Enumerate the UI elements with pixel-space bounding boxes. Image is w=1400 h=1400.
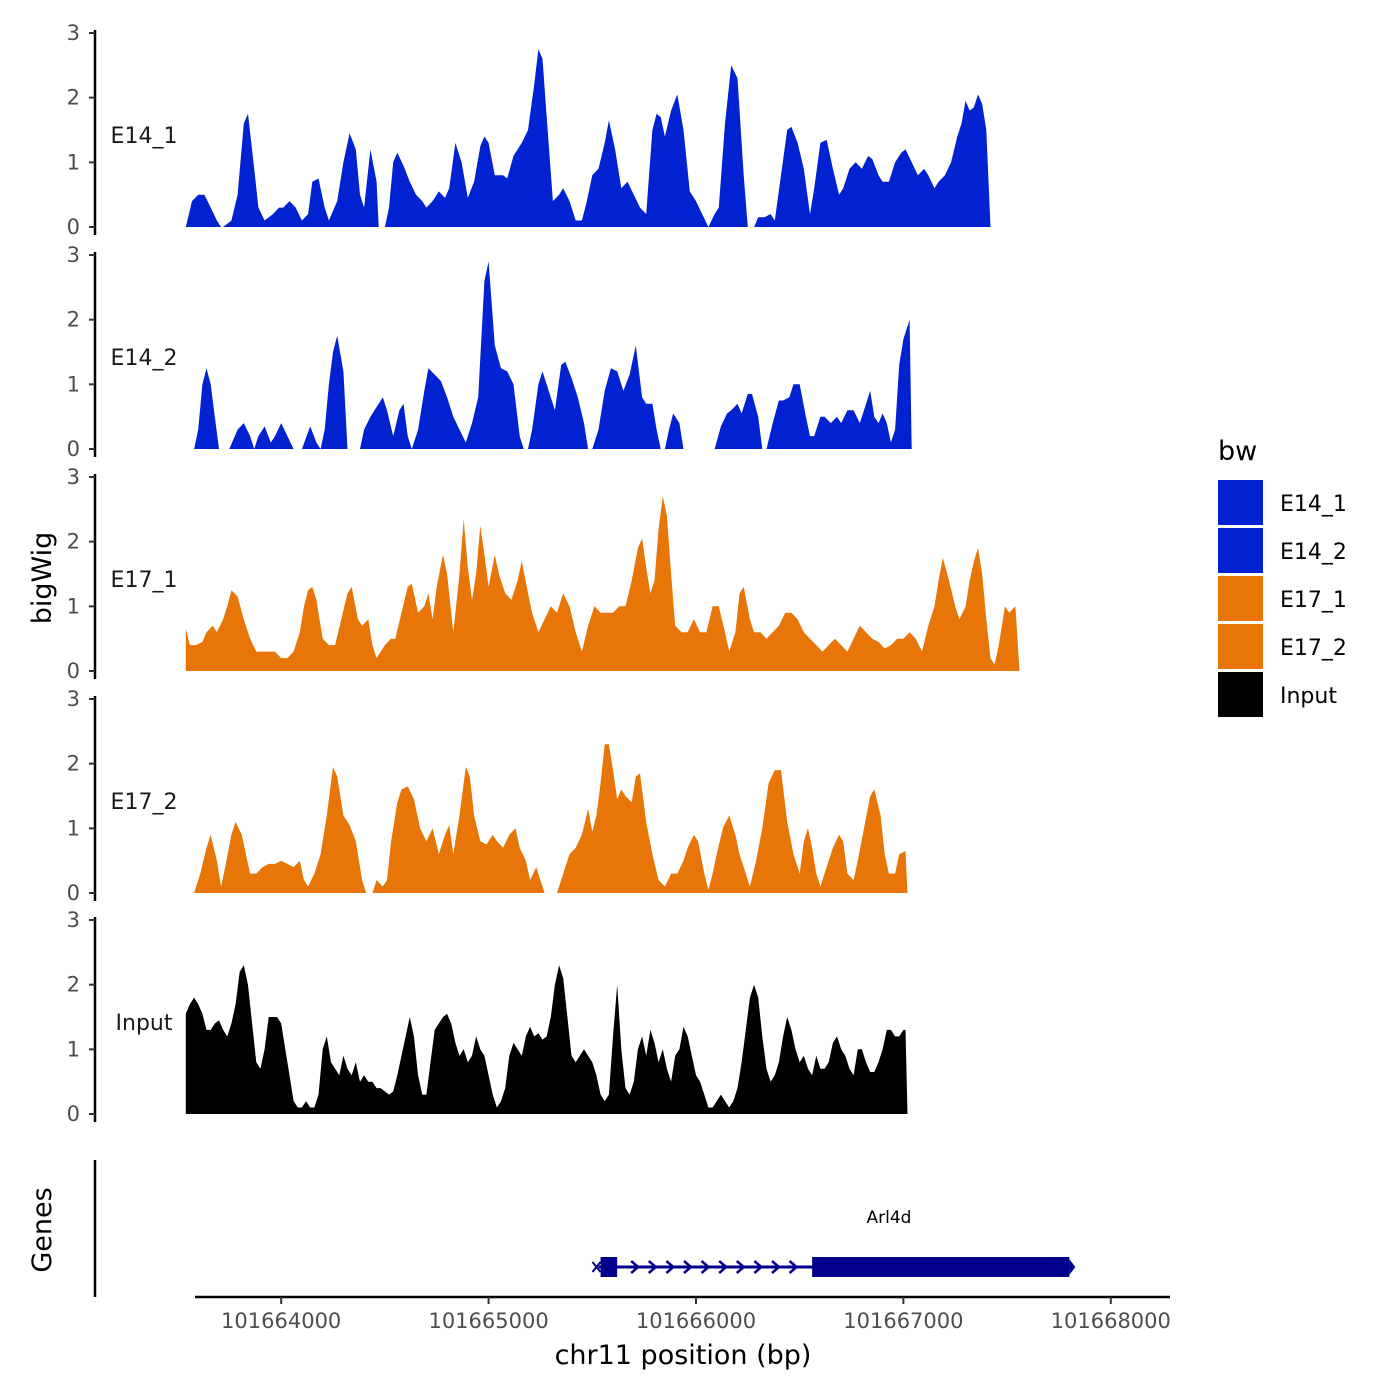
legend-swatch-e17-2 (1218, 624, 1263, 669)
y-tick-label-e17-1-2: 2 (67, 530, 80, 554)
x-tick-label-101668000: 101668000 (1051, 1309, 1171, 1333)
legend-label-input: Input (1280, 684, 1337, 709)
gene-strand-chevron (735, 1260, 746, 1274)
gene-strand-chevron (753, 1260, 764, 1274)
legend-label-e14-1: E14_1 (1280, 492, 1347, 517)
y-tick-label-e17-1-1: 1 (67, 594, 80, 618)
legend-swatch-e14-2 (1218, 528, 1263, 573)
y-tick-label-e14-2-1: 1 (67, 372, 80, 396)
legend: bw E14_1 E14_2 E17_1 E17_2 Input (1218, 436, 1347, 717)
legend-label-e14-2: E14_2 (1280, 540, 1347, 565)
genes-axis-title: Genes (27, 1187, 58, 1272)
track-label-e17-2: E17_2 (111, 790, 178, 815)
y-tick-label-e17-2-3: 3 (67, 687, 80, 711)
x-tick-label-101665000: 101665000 (428, 1309, 548, 1333)
y-tick-label-e14-1-0: 0 (67, 215, 80, 239)
gene-strand-chevron (788, 1260, 799, 1274)
y-tick-label-input-1: 1 (67, 1037, 80, 1061)
x-axis: 101664000 101665000 101666000 101667000 1016… (195, 1295, 1171, 1333)
track-label-e14-2: E14_2 (111, 346, 178, 371)
track-area-e14-1 (185, 49, 991, 228)
gene-start-marker (591, 1261, 602, 1273)
x-tick-label-101664000: 101664000 (221, 1309, 341, 1333)
track-area-e14-2 (194, 261, 912, 449)
legend-swatch-e17-1 (1218, 576, 1263, 621)
y-tick-label-e14-2-2: 2 (67, 308, 80, 332)
legend-swatch-input (1218, 672, 1263, 717)
gene-exon-2 (812, 1257, 1070, 1277)
y-tick-label-e14-2-0: 0 (67, 437, 80, 461)
track-area-input (185, 965, 908, 1114)
gene-exon-1 (600, 1257, 618, 1277)
y-tick-label-input-2: 2 (67, 973, 80, 997)
track-label-e14-1: E14_1 (111, 124, 178, 149)
x-tick-label-101666000: 101666000 (636, 1309, 756, 1333)
y-tick-label-e14-1-1: 1 (67, 150, 80, 174)
y-tick-label-e14-1-2: 2 (67, 86, 80, 110)
gene-strand-chevron (630, 1260, 641, 1274)
x-axis-title: chr11 position (bp) (555, 1340, 812, 1371)
y-axis-title: bigWig (27, 532, 58, 625)
y-tick-label-e17-1-3: 3 (67, 465, 80, 489)
track-label-input: Input (116, 1011, 173, 1036)
y-tick-label-e17-1-0: 0 (67, 659, 80, 683)
gene-strand-chevron (665, 1260, 676, 1274)
y-tick-label-e17-2-1: 1 (67, 816, 80, 840)
legend-label-e17-1: E17_1 (1280, 588, 1347, 613)
y-tick-label-e14-2-3: 3 (67, 243, 80, 267)
y-tick-label-input-3: 3 (67, 908, 80, 932)
x-tick-label-101667000: 101667000 (843, 1309, 963, 1333)
gene-strand-chevron (683, 1260, 693, 1274)
y-tick-label-e14-1-3: 3 (67, 21, 80, 45)
y-axes: 0 1 2 3 E14_1 0 1 2 3 E14_2 0 1 2 3 E17_1 0 1 2 3 E17_2 0 1 2 3… (67, 21, 178, 1126)
y-tick-label-input-0: 0 (67, 1102, 80, 1126)
track-label-e17-1: E17_1 (111, 568, 178, 593)
y-tick-label-e17-2-0: 0 (67, 881, 80, 905)
gene-strand-chevron (718, 1260, 729, 1274)
track-area-e17-2 (194, 744, 908, 893)
legend-swatch-e14-1 (1218, 480, 1263, 525)
legend-label-e17-2: E17_2 (1280, 636, 1347, 661)
gene-label: Arl4d (867, 1208, 912, 1228)
genes-track: Arl4d (93, 1160, 1076, 1297)
legend-title: bw (1218, 436, 1257, 467)
gene-strand-chevron (700, 1260, 711, 1274)
gene-end-marker (1069, 1259, 1076, 1275)
y-tick-label-e17-2-2: 2 (67, 752, 80, 776)
gene-strand-chevron (647, 1260, 658, 1274)
track-area-e17-1 (185, 496, 1020, 671)
signal-tracks (185, 49, 1020, 1114)
gene-strand-chevron (771, 1260, 781, 1274)
